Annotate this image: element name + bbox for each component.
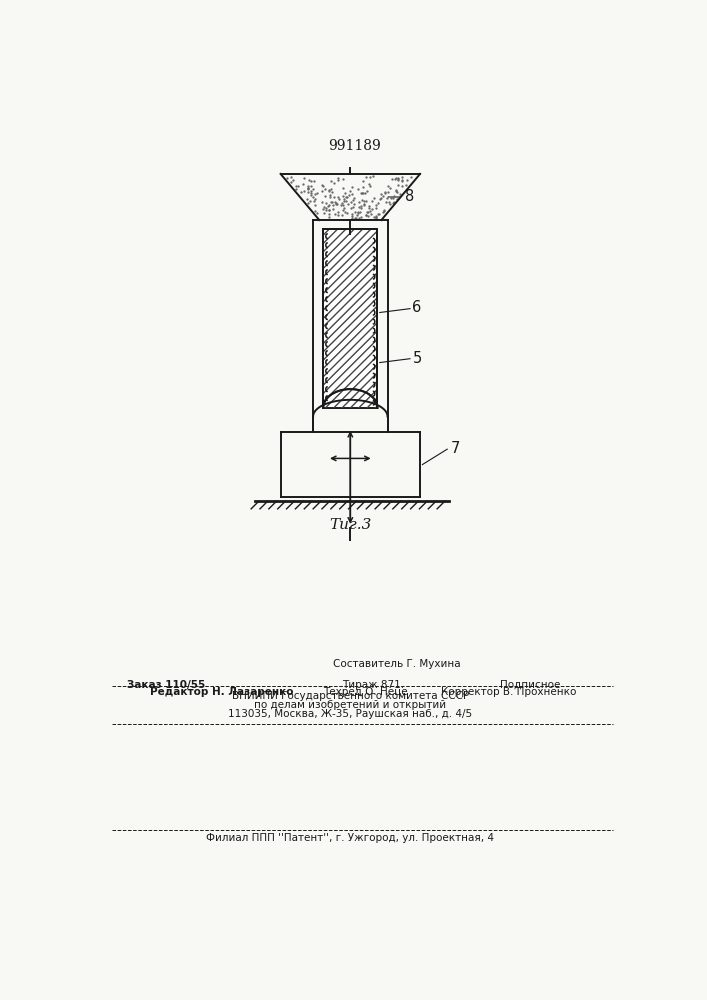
Text: 6: 6	[412, 300, 421, 316]
Text: Редактор Н. Лазаренко: Редактор Н. Лазаренко	[151, 687, 294, 697]
Text: 7: 7	[451, 441, 460, 456]
Text: 5: 5	[412, 351, 421, 366]
Text: 991189: 991189	[328, 139, 380, 153]
Text: Корректор В. Прохненко: Корректор В. Прохненко	[441, 687, 577, 697]
Text: Подписное: Подписное	[500, 680, 561, 690]
Text: Филиал ППП ''Патент'', г. Ужгород, ул. Проектная, 4: Филиал ППП ''Патент'', г. Ужгород, ул. П…	[206, 833, 494, 843]
Text: ВНИИПИ Государственного комитета СССР: ВНИИПИ Государственного комитета СССР	[232, 691, 469, 701]
Text: 113035, Москва, Ж-35, Раушская наб., д. 4/5: 113035, Москва, Ж-35, Раушская наб., д. …	[228, 709, 472, 719]
Text: Заказ 110/55: Заказ 110/55	[127, 680, 205, 690]
Text: Составитель Г. Мухина: Составитель Г. Мухина	[333, 659, 461, 669]
Polygon shape	[323, 389, 378, 408]
Polygon shape	[323, 229, 378, 408]
Text: Τиг.3: Τиг.3	[329, 518, 371, 532]
Text: Техред О. Неце: Техред О. Неце	[324, 687, 408, 697]
Text: 8: 8	[404, 189, 414, 204]
Text: Тираж 871.: Тираж 871.	[342, 680, 404, 690]
Text: по делам изобретений и открытий: по делам изобретений и открытий	[255, 700, 446, 710]
